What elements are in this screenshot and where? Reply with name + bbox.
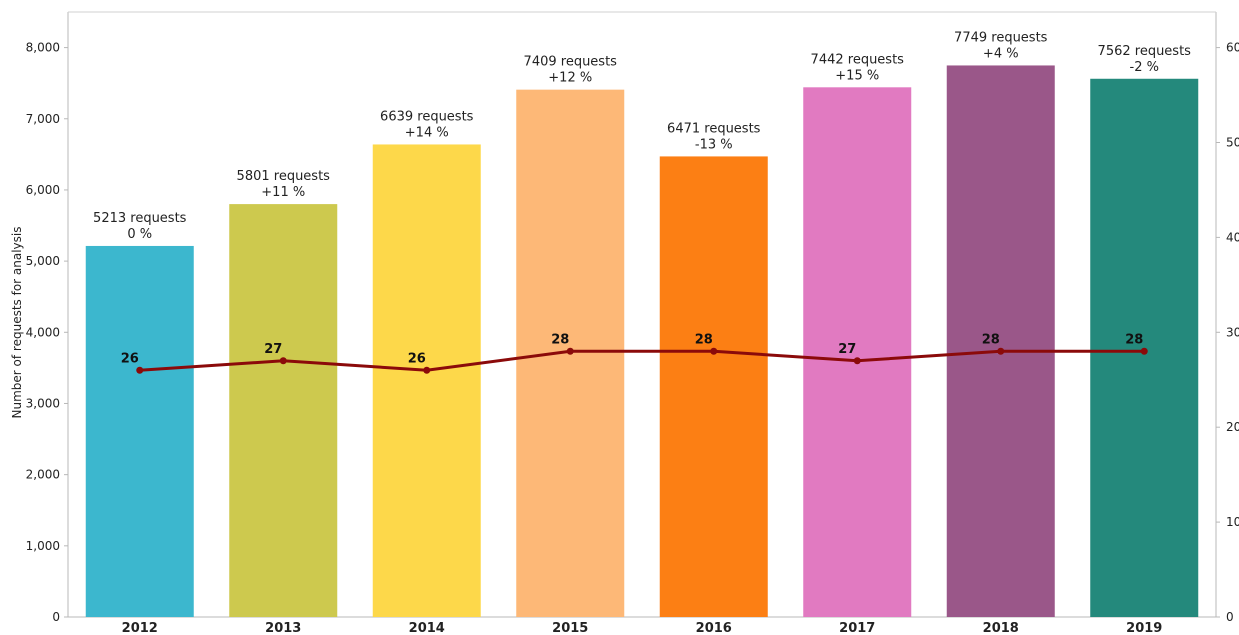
bar-2012 xyxy=(85,245,194,617)
bar-value-label: 7409 requests xyxy=(524,55,618,70)
x-tick-label: 2012 xyxy=(122,621,158,635)
line-series: 26 27 26 28 28 27 28 28 xyxy=(121,332,1148,374)
y2-tick-label: 0 xyxy=(1226,610,1234,624)
line-point xyxy=(853,357,861,365)
bar-2013 xyxy=(229,204,338,618)
bar-value-label: 7749 requests xyxy=(954,30,1048,45)
line-point xyxy=(136,366,144,374)
y-tick-label: 3,000 xyxy=(26,396,60,410)
line-point-label: 26 xyxy=(408,351,426,366)
x-tick-label: 2016 xyxy=(696,621,732,635)
line-point xyxy=(710,347,718,355)
y-tick-label: 7,000 xyxy=(26,112,60,126)
bar-2014 xyxy=(372,144,481,617)
x-tick-label: 2019 xyxy=(1126,621,1162,635)
line-point-label: 28 xyxy=(551,332,569,347)
y-tick-label: 2,000 xyxy=(26,468,60,482)
line-point-label: 26 xyxy=(121,351,139,366)
bar-change-label: +14 % xyxy=(405,125,449,140)
line-point xyxy=(997,347,1005,355)
x-tick-label: 2013 xyxy=(265,621,301,635)
x-tick-labels: 2012 2013 2014 2015 2016 2017 2018 2019 xyxy=(122,621,1163,635)
line-point-label: 28 xyxy=(982,332,1000,347)
bar-value-label: 5213 requests xyxy=(93,211,187,226)
x-tick-label: 2017 xyxy=(839,621,875,635)
x-tick-label: 2014 xyxy=(409,621,445,635)
y-tick-label: 6,000 xyxy=(26,183,60,197)
y-tick-label: 0 xyxy=(52,610,60,624)
x-tick-label: 2015 xyxy=(552,621,588,635)
y2-tick-label: 10 xyxy=(1226,515,1239,529)
bar-change-label: -13 % xyxy=(695,137,733,152)
bar-2016 xyxy=(659,156,768,617)
y-tick-label: 1,000 xyxy=(26,539,60,553)
bar-change-label: 0 % xyxy=(127,227,152,242)
line-point xyxy=(279,357,287,365)
bars xyxy=(85,65,1199,618)
bar-2017 xyxy=(803,87,912,618)
line-point-label: 27 xyxy=(838,342,856,357)
line-point-label: 28 xyxy=(1125,332,1143,347)
y-tick-label: 5,000 xyxy=(26,254,60,268)
bar-change-label: +12 % xyxy=(548,71,592,86)
line-path xyxy=(139,349,1145,372)
bar-change-label: +4 % xyxy=(983,46,1019,61)
y2-tick-label: 20 xyxy=(1226,420,1239,434)
axes: 0 1,000 2,000 3,000 4,000 5,000 6,000 7,000 8,00… xyxy=(10,11,1239,624)
line-point xyxy=(1140,347,1148,355)
y2-tick-label: 30 xyxy=(1226,325,1239,339)
bar-change-label: -2 % xyxy=(1130,60,1159,75)
bar-value-label: 6639 requests xyxy=(380,109,474,124)
bar-value-label: 5801 requests xyxy=(237,169,331,184)
bar-2018 xyxy=(946,65,1055,617)
line-point-label: 28 xyxy=(695,332,713,347)
bar-change-label: +11 % xyxy=(261,185,305,200)
line-point xyxy=(566,347,574,355)
y-tick-label: 4,000 xyxy=(26,325,60,339)
line-point xyxy=(423,366,431,374)
x-tick-label: 2018 xyxy=(983,621,1019,635)
y-axis-title: Number of requests for analysis xyxy=(10,227,24,419)
y2-tick-label: 60 xyxy=(1226,41,1239,55)
y2-tick-label: 40 xyxy=(1226,230,1239,244)
bar-value-label: 6471 requests xyxy=(667,121,761,136)
y-tick-label: 8,000 xyxy=(26,41,60,55)
y2-tick-label: 50 xyxy=(1226,135,1239,149)
bar-value-label: 7442 requests xyxy=(811,52,905,67)
line-point-label: 27 xyxy=(264,342,282,357)
bar-value-label: 7562 requests xyxy=(1098,44,1192,59)
bar-change-label: +15 % xyxy=(835,68,879,83)
